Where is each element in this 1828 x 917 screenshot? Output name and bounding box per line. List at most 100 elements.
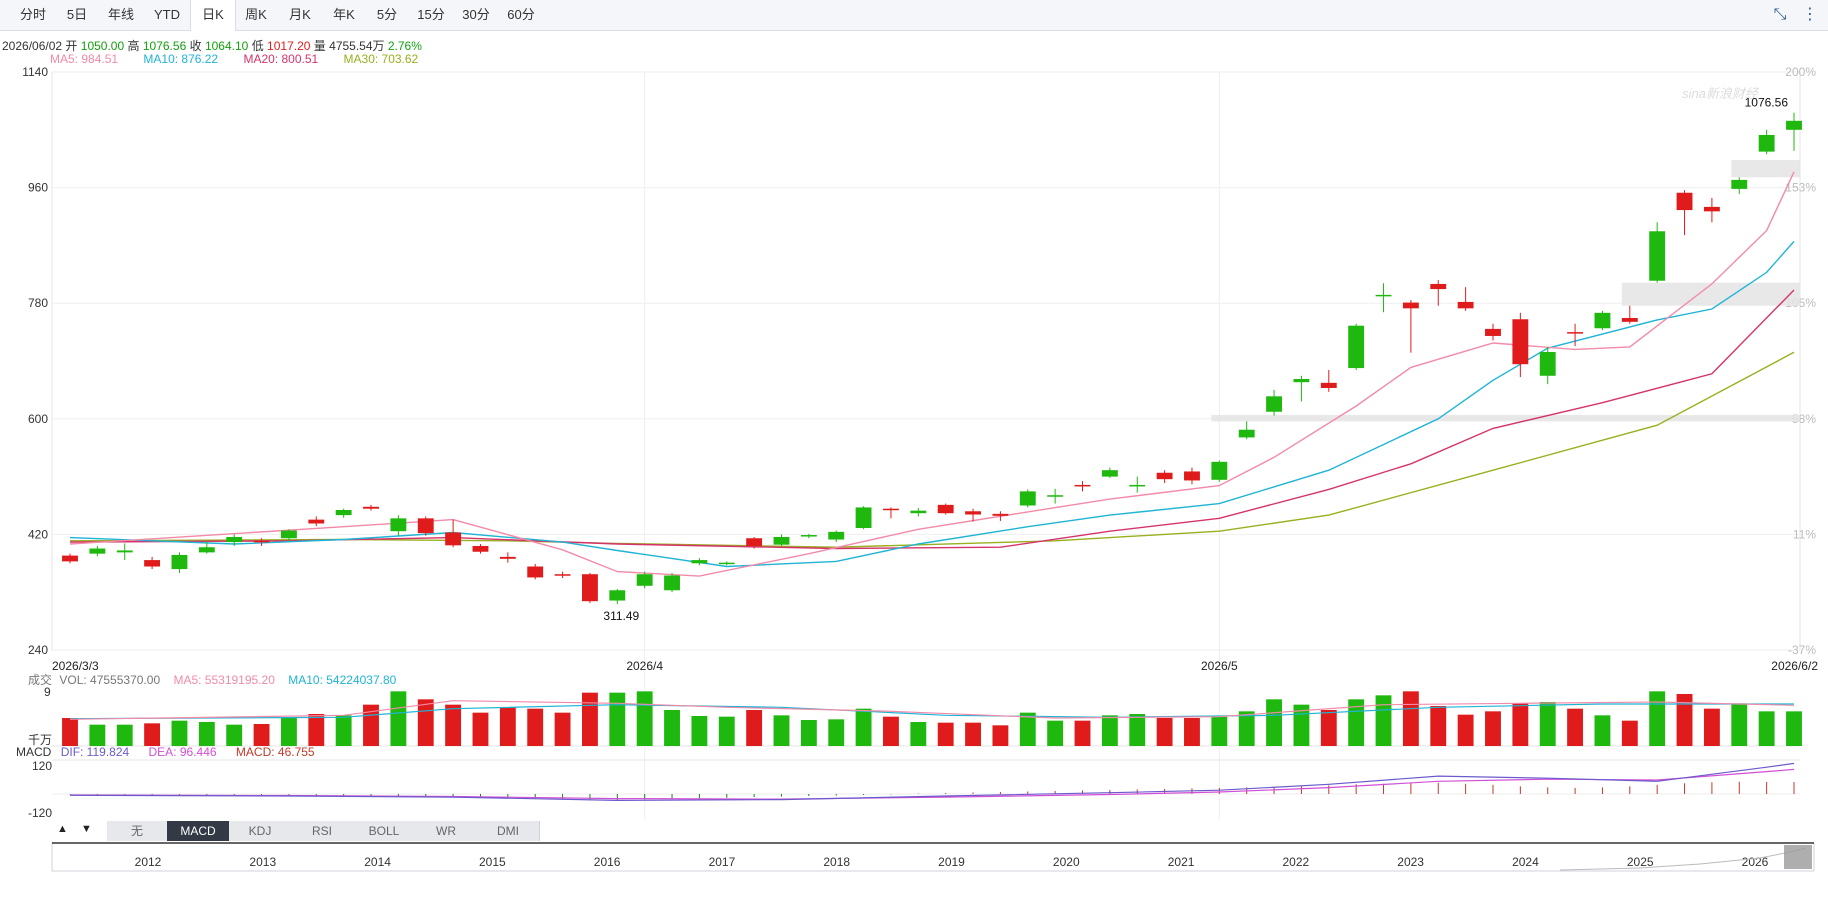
navigator-year-label: 2023 xyxy=(1397,855,1424,869)
tab-10[interactable]: 30分 xyxy=(462,7,490,22)
volume-legend: 成交 VOL: 47555370.00 MA5: 55319195.20 MA1… xyxy=(28,671,396,688)
tab-2[interactable]: 年线 xyxy=(107,7,134,22)
candle-body xyxy=(1786,120,1802,130)
candle-body xyxy=(1156,472,1173,480)
volume-bar xyxy=(1594,715,1611,746)
open-label: 开 xyxy=(65,39,78,53)
gap-band-2 xyxy=(1621,282,1800,306)
candle-body xyxy=(746,538,763,546)
candle-body xyxy=(445,532,462,546)
scroll-down-arrow[interactable]: ▼ xyxy=(81,823,92,835)
indicator-tab-2[interactable]: KDJ xyxy=(229,821,292,841)
ma30-line xyxy=(69,351,1795,548)
volume-bar xyxy=(1539,702,1556,746)
volume-bar xyxy=(1676,694,1693,746)
volume-bar xyxy=(800,720,817,746)
macd-dif-line xyxy=(69,762,1795,802)
candle-body xyxy=(828,531,845,540)
tab-5[interactable]: 周K xyxy=(245,7,267,22)
low-value: 1017.20 xyxy=(267,39,311,53)
volume-bar xyxy=(1211,716,1228,746)
volume-bar xyxy=(1019,712,1036,746)
candle-body xyxy=(1375,294,1392,297)
indicator-tab-5[interactable]: WR xyxy=(415,821,478,841)
ma30-legend: MA30: 703.62 xyxy=(343,52,419,66)
volume-bar xyxy=(1074,720,1091,746)
sina-watermark: sina新浪财经 xyxy=(1682,86,1760,101)
volume-bar xyxy=(883,716,899,746)
candle-body xyxy=(1485,328,1501,336)
volume-bar xyxy=(1621,720,1638,746)
candle-body xyxy=(499,556,516,559)
volume-bar xyxy=(1402,691,1419,746)
volume-bar xyxy=(1731,703,1748,746)
indicator-tab-6[interactable]: DMI xyxy=(477,821,540,841)
ma10-line xyxy=(69,240,1795,568)
y-tick-label: 960 xyxy=(28,181,48,195)
quote-date: 2026/06/02 xyxy=(2,39,63,53)
candle-body xyxy=(691,560,708,564)
tab-0[interactable]: 分时 xyxy=(19,7,46,22)
y-tick-label: 420 xyxy=(28,527,48,541)
tab-11[interactable]: 60分 xyxy=(507,7,535,22)
navigator-year-label: 2012 xyxy=(135,855,162,869)
candle-body xyxy=(992,513,1009,516)
tab-4[interactable]: 日K xyxy=(190,0,236,31)
tab-8[interactable]: 5分 xyxy=(376,7,398,22)
indicator-tab-1[interactable]: MACD xyxy=(167,821,230,841)
tab-9[interactable]: 15分 xyxy=(417,7,445,22)
low-label: 低 xyxy=(251,39,264,53)
main-panel-frame xyxy=(51,71,1801,651)
candle-body xyxy=(1703,206,1720,212)
ma5-legend: MA5: 984.51 xyxy=(50,52,119,66)
open-value: 1050.00 xyxy=(80,39,125,53)
tab-7[interactable]: 年K xyxy=(333,7,355,22)
navigator-range-handle[interactable] xyxy=(1784,845,1812,869)
candle-body xyxy=(883,508,899,511)
tab-3[interactable]: YTD xyxy=(154,7,180,22)
candle-body xyxy=(1184,471,1200,481)
volume-bar xyxy=(773,715,790,746)
volume-bar xyxy=(499,707,516,746)
volume-bar xyxy=(390,691,407,746)
navigator-year-label: 2017 xyxy=(709,855,736,869)
candle-body xyxy=(910,510,927,514)
navigator-frame xyxy=(51,842,1815,872)
tab-1[interactable]: 5日 xyxy=(66,7,88,22)
volume-title: 成交 xyxy=(28,673,53,687)
shrink-icon[interactable]: ⤡ xyxy=(1773,6,1787,23)
macd-dea-line xyxy=(69,768,1795,800)
more-options-icon[interactable]: ⋮ xyxy=(1802,6,1818,23)
change-percent: 2.76% xyxy=(387,39,422,53)
scroll-up-arrow[interactable]: ▲ xyxy=(57,823,68,835)
macd-axis-bottom: -120 xyxy=(28,806,53,820)
volume-bar xyxy=(417,699,434,746)
y-tick-label: 780 xyxy=(28,296,48,310)
y-tick-label: 1140 xyxy=(22,65,48,79)
candle-body xyxy=(62,555,78,562)
candle-body xyxy=(472,545,489,552)
x-date-label: 2026/6/2 xyxy=(1771,659,1818,673)
candle-body xyxy=(417,518,434,534)
candle-body xyxy=(1238,429,1255,438)
tab-6[interactable]: 月K xyxy=(289,7,311,22)
volume-bar xyxy=(965,722,981,746)
pct-tick-label: 200% xyxy=(1785,65,1816,79)
navigator-year-label: 2021 xyxy=(1168,855,1195,869)
volume-bar xyxy=(89,724,106,746)
indicator-tab-3[interactable]: RSI xyxy=(291,821,354,841)
close-value: 1064.10 xyxy=(204,39,249,53)
candle-body xyxy=(1731,179,1748,189)
gap-band-3 xyxy=(1731,159,1800,178)
candle-body xyxy=(1019,491,1036,506)
candle-body xyxy=(800,535,817,537)
candle-body xyxy=(1649,231,1666,281)
indicator-tab-4[interactable]: BOLL xyxy=(353,821,416,841)
close-label: 收 xyxy=(189,39,202,53)
navigator-year-label: 2015 xyxy=(479,855,506,869)
navigator-year-label: 2014 xyxy=(364,855,391,869)
navigator-year-label: 2025 xyxy=(1627,855,1654,869)
volume-bar xyxy=(253,724,270,746)
candle-body xyxy=(1539,352,1556,376)
